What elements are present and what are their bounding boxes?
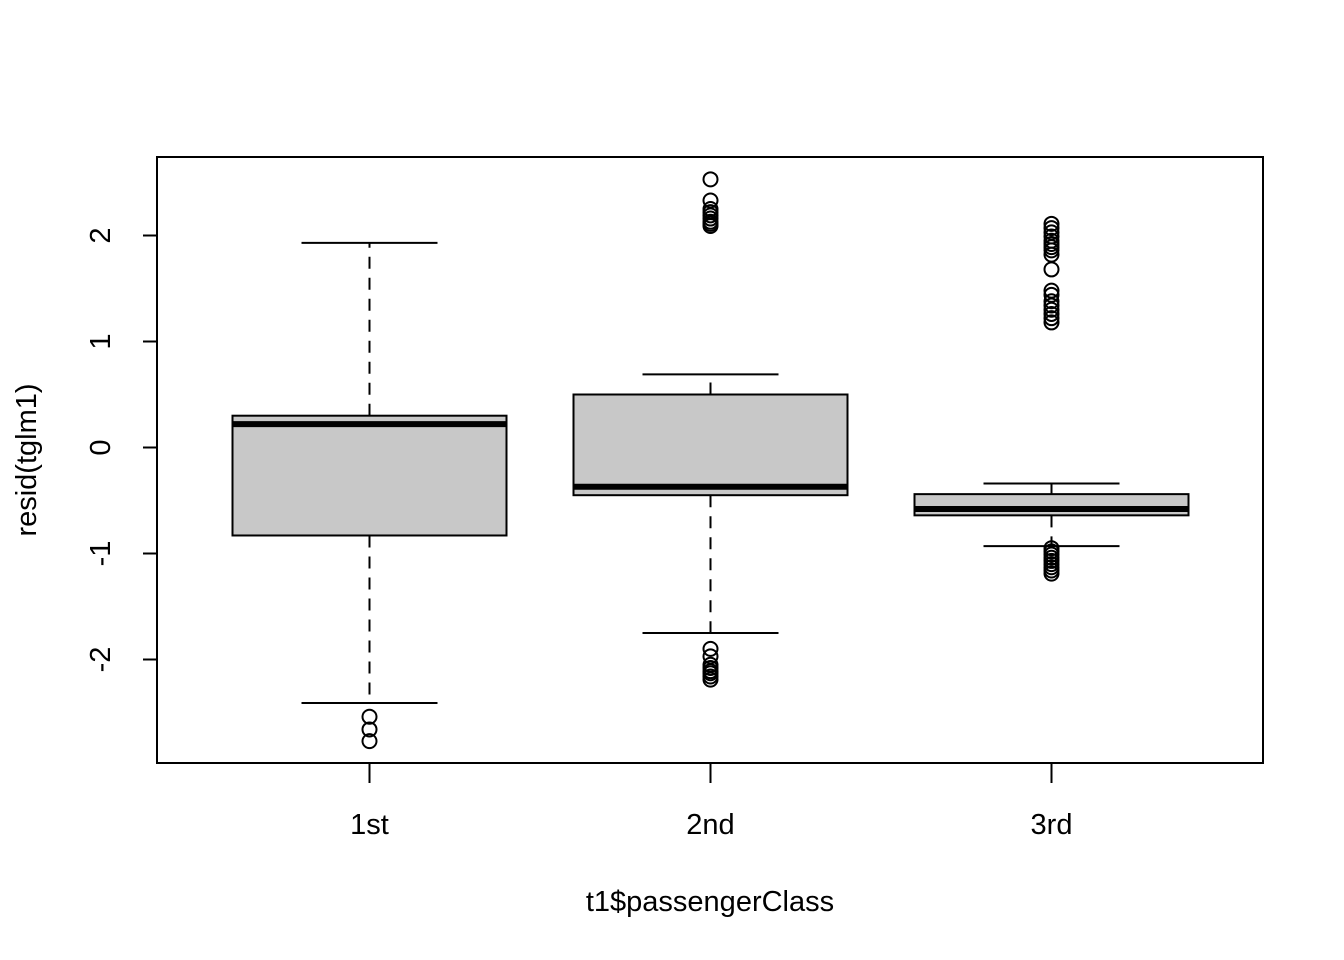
outlier-point — [1043, 310, 1060, 327]
outlier-point — [1043, 242, 1060, 259]
outlier-point — [1043, 297, 1060, 314]
x-tick-label: 1st — [350, 809, 389, 841]
outlier-point — [361, 721, 378, 738]
box-iqr — [231, 414, 508, 537]
y-tick-label: -1 — [85, 541, 117, 567]
x-tick-label: 3rd — [1031, 809, 1073, 841]
outlier-point — [1043, 220, 1060, 237]
outlier-point — [361, 708, 378, 725]
y-tick-label: 1 — [85, 333, 117, 349]
box-iqr — [572, 393, 849, 497]
y-tick-label: 0 — [85, 439, 117, 455]
boxes-layer — [231, 171, 1190, 750]
outlier-point — [361, 733, 378, 750]
outlier-point — [702, 671, 719, 688]
box-iqr — [913, 493, 1190, 517]
outlier-point — [702, 171, 719, 188]
box-group-2nd — [572, 171, 849, 688]
outlier-point — [1043, 261, 1060, 278]
outlier-point — [1043, 565, 1060, 582]
x-axis-label: t1$passengerClass — [586, 886, 834, 918]
x-tick-label: 2nd — [686, 809, 734, 841]
y-tick-label: 2 — [85, 227, 117, 243]
y-axis: -2 -1 0 1 2 — [85, 227, 158, 673]
outlier-point — [1043, 215, 1060, 232]
outlier-point — [1043, 293, 1060, 310]
box-group-1st — [231, 241, 508, 750]
y-axis-label: resid(tglm1) — [11, 383, 43, 536]
y-tick-label: -2 — [85, 647, 117, 673]
outlier-point — [1043, 301, 1060, 318]
outlier-point — [702, 217, 719, 234]
outlier-point — [702, 640, 719, 657]
outlier-point — [1043, 305, 1060, 322]
outlier-point — [1043, 314, 1060, 331]
x-axis: 1st 2nd 3rd — [350, 762, 1073, 841]
box-group-3rd — [913, 215, 1190, 582]
